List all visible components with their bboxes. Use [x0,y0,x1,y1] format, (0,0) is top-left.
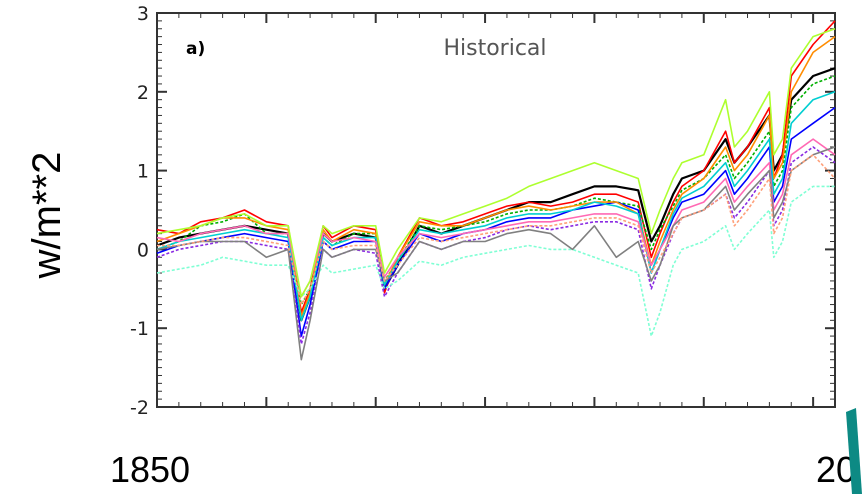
series-line [157,154,836,306]
series-line [156,75,836,306]
slide-decoration-shape [846,408,862,494]
series-line [156,67,836,322]
y-tick-label: -1 [130,318,149,340]
axis-ticks [156,12,836,408]
series-line [156,28,836,298]
x-start-label: 1850 [110,449,190,490]
series-line [156,106,836,337]
panel-label: a) [186,39,205,59]
y-axis-label: w/m**2 [25,152,69,280]
series-lines [156,20,836,361]
y-tick-label: 3 [137,3,149,25]
chart-title: Historical [443,36,546,61]
y-tick-label: 2 [137,82,149,104]
series-line [156,146,836,361]
series-line [156,185,835,337]
series-line [156,91,836,322]
y-tick-label: 1 [137,161,149,183]
y-tick-labels: 3 2 1 0 -1 -2 [130,3,149,419]
y-tick-label: -2 [130,397,149,419]
series-line [156,146,836,345]
y-tick-label: 0 [137,239,149,261]
